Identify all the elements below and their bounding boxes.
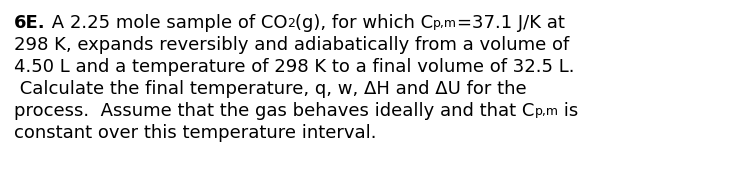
Text: (g), for which C: (g), for which C	[295, 14, 433, 32]
Text: is: is	[558, 102, 579, 120]
Text: 4.50 L and a temperature of 298 K to a final volume of 32.5 L.: 4.50 L and a temperature of 298 K to a f…	[14, 58, 574, 76]
Text: 298 K, expands reversibly and adiabatically from a volume of: 298 K, expands reversibly and adiabatica…	[14, 36, 569, 54]
Text: p,m: p,m	[534, 105, 558, 118]
Text: constant over this temperature interval.: constant over this temperature interval.	[14, 124, 376, 142]
Text: A 2.25 mole sample of CO: A 2.25 mole sample of CO	[46, 14, 287, 32]
Text: 6E.: 6E.	[14, 14, 46, 32]
Text: process.  Assume that the gas behaves ideally and that C: process. Assume that the gas behaves ide…	[14, 102, 534, 120]
Text: =37.1 J/K at: =37.1 J/K at	[457, 14, 565, 32]
Text: Calculate the final temperature, q, w, ΔH and ΔU for the: Calculate the final temperature, q, w, Δ…	[14, 80, 526, 98]
Text: 2: 2	[287, 17, 295, 30]
Text: p,m: p,m	[433, 17, 457, 30]
